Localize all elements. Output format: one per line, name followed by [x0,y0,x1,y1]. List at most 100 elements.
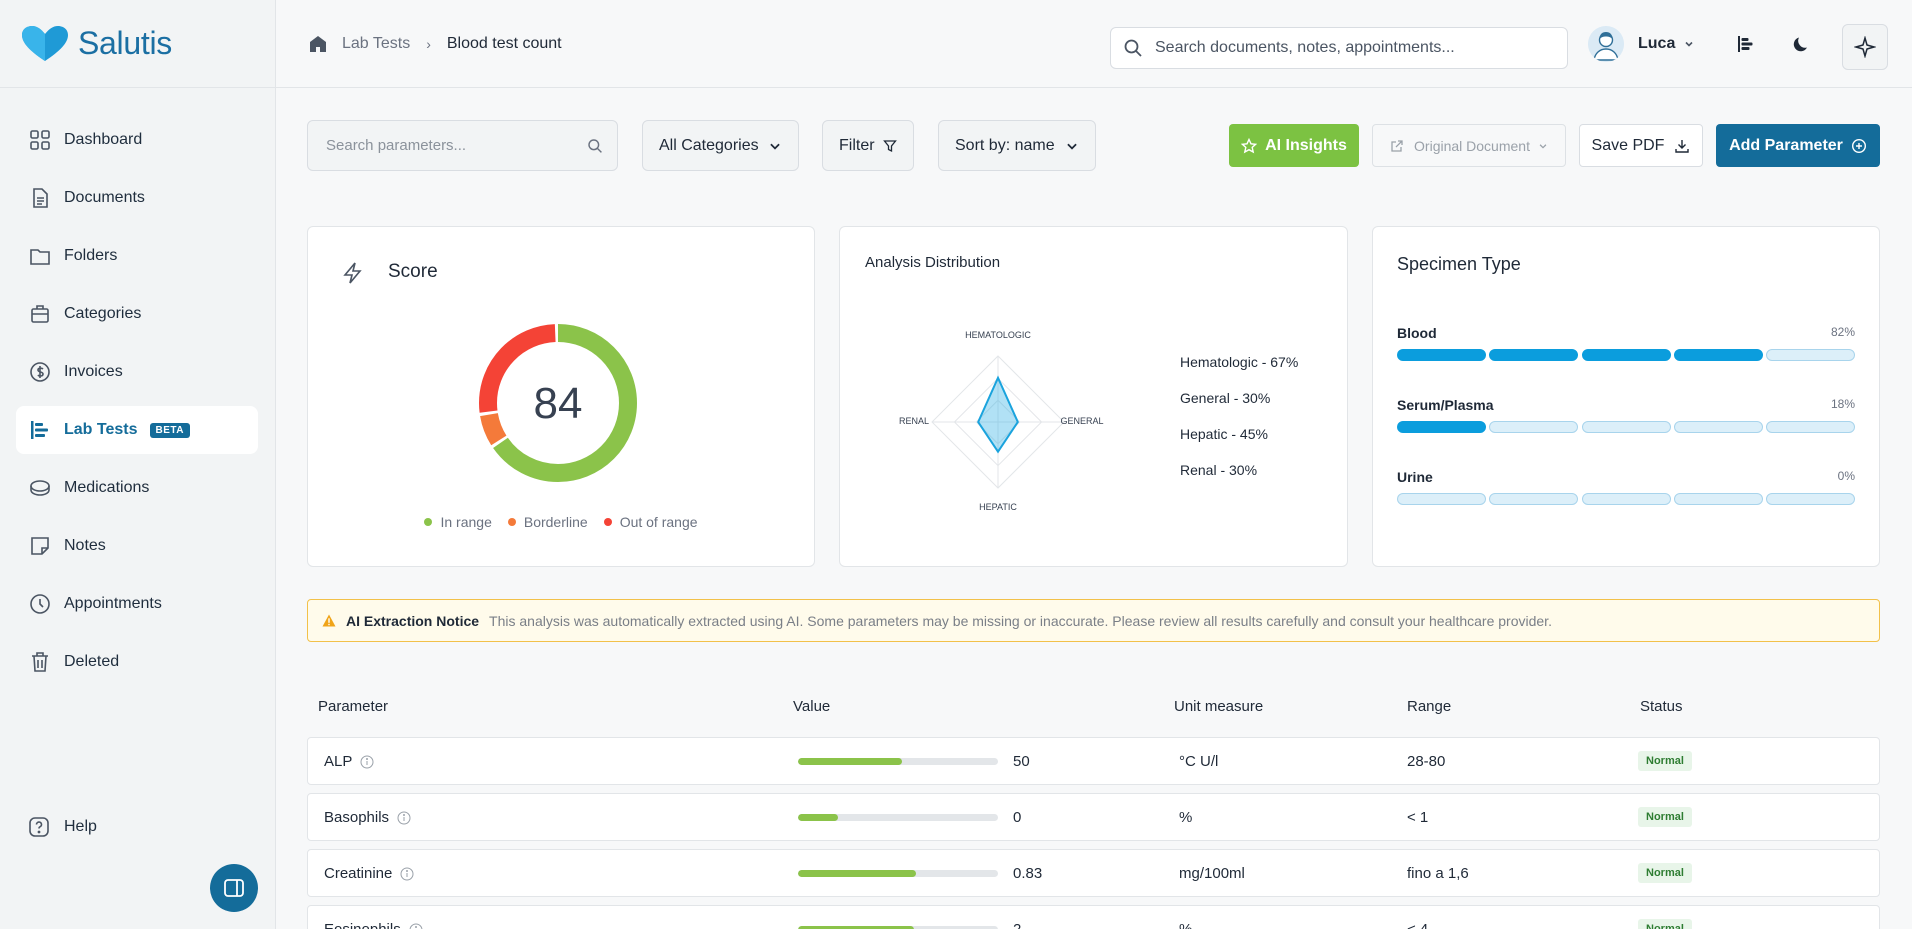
brand[interactable]: Salutis [0,0,275,88]
table-row[interactable]: ALP 50 °C U/l 28-80 Normal [307,737,1880,785]
parameter-value: 0.83 [1013,865,1043,882]
status-badge: Normal [1638,863,1692,883]
category-select[interactable]: All Categories [642,120,799,171]
funnel-icon [883,139,897,152]
specimen-bar-segment [1397,493,1486,505]
specimen-percent: 18% [1830,397,1855,411]
external-link-icon [1391,139,1403,152]
info-icon[interactable] [397,811,411,825]
specimen-percent: 0% [1837,469,1855,483]
filter-button[interactable]: Filter [822,120,914,171]
col-header-range[interactable]: Range [1407,698,1452,715]
notice-text: This analysis was automatically extracte… [489,612,1552,629]
parameter-name-text: Eosinophils [324,921,401,929]
col-header-unit[interactable]: Unit measure [1174,698,1264,715]
sidebar-item-label: Lab Tests [64,421,138,438]
sidebar-item-label: Medications [64,479,150,496]
layout-button[interactable] [1732,30,1760,58]
sidebar-item-medications[interactable]: Medications [16,464,258,512]
grid-icon [28,128,52,152]
sort-label: Sort by: name [955,136,1055,154]
col-header-parameter[interactable]: Parameter [318,698,389,715]
breadcrumb-parent[interactable]: Lab Tests [342,35,411,52]
col-header-value[interactable]: Value [793,698,831,715]
sidebar-item-lab-tests[interactable]: Lab Tests BETA [16,406,258,454]
value-bar [798,814,998,821]
radar-chart: HEMATOLOGIC GENERAL HEPATIC RENAL [899,330,1104,512]
sidebar-item-documents[interactable]: Documents [16,174,258,222]
value-bar [798,758,998,765]
parameter-name-text: ALP [324,753,353,770]
sort-select[interactable]: Sort by: name [938,120,1096,171]
help-icon [28,815,52,839]
score-card: Score 84 In range Borderline Out of rang… [307,226,815,567]
sidebar-collapse-button[interactable] [210,864,258,912]
home-icon[interactable] [308,34,328,54]
ai-insights-button[interactable]: AI Insights [1229,124,1359,167]
dark-mode-button[interactable] [1788,30,1816,58]
specimen-label: Serum/Plasma [1397,397,1494,413]
value-bar [798,870,998,877]
sidebar-item-folders[interactable]: Folders [16,232,258,280]
filter-label: Filter [839,136,875,154]
parameter-search-input[interactable] [326,137,587,154]
help-link[interactable]: Help [28,815,97,839]
ai-assistant-button[interactable] [1842,24,1888,70]
sidebar-item-label: Appointments [64,595,162,612]
ai-insights-label: AI Insights [1265,136,1347,154]
score-donut-chart: 84 [479,324,637,482]
sidebar-item-categories[interactable]: Categories [16,290,258,338]
table-row[interactable]: Eosinophils 2% < 4 Normal [307,905,1880,929]
dollar-icon [28,360,52,384]
parameter-name: Basophils [324,809,411,826]
parameter-search[interactable] [307,120,618,171]
specimen-bar-segment [1673,421,1763,433]
folder-icon [28,244,52,268]
table-row[interactable]: Basophils 0% < 1 Normal [307,793,1880,841]
sidebar-item-invoices[interactable]: Invoices [16,348,258,396]
parameter-name: Eosinophils [324,921,423,929]
moon-icon [1793,37,1807,52]
table-row[interactable]: Creatinine 0.83 mg/100ml fino a 1,6 Normal [307,849,1880,897]
user-name: Luca [1638,35,1676,52]
col-header-status[interactable]: Status [1640,698,1683,715]
download-icon [1675,139,1690,153]
distribution-legend-item: Renal - 30% [1180,462,1258,478]
save-pdf-button[interactable]: Save PDF [1579,124,1703,167]
info-icon[interactable] [409,923,423,929]
add-parameter-button[interactable]: Add Parameter [1716,124,1880,167]
specimen-bar-segment [1766,493,1855,505]
status-badge: Normal [1638,751,1692,771]
star-icon [1241,137,1258,153]
global-search[interactable] [1110,27,1568,69]
sidebar-item-notes[interactable]: Notes [16,522,258,570]
specimen-label: Urine [1397,469,1433,485]
score-legend: In range Borderline Out of range [308,514,814,530]
parameter-name-text: Creatinine [324,865,393,882]
radar-axis-label: RENAL [899,416,929,426]
note-icon [28,534,52,558]
legend-in-range: In range [424,514,492,530]
parameter-unit: % [1179,809,1193,826]
radar-axis-label: HEMATOLOGIC [965,330,1031,340]
sidebar-item-deleted[interactable]: Deleted [16,638,258,686]
specimen-bar-segment [1766,421,1855,433]
specimen-type-card: Specimen Type Blood 82% Serum/Plasma 18%… [1372,226,1880,567]
heart-logo-icon [22,25,68,61]
radar-data-polygon [977,375,1019,454]
sidebar-item-appointments[interactable]: Appointments [16,580,258,628]
original-document-button[interactable]: Original Document [1372,124,1566,167]
user-menu[interactable]: Luca [1588,26,1695,62]
info-icon[interactable] [400,867,414,881]
clock-icon [28,592,52,616]
value-bar [798,926,998,929]
radar-axis-label: HEPATIC [979,502,1017,512]
specimen-bars [1397,421,1855,433]
specimen-bars [1397,349,1855,361]
global-search-input[interactable] [1155,39,1555,57]
parameter-unit: mg/100ml [1179,865,1245,882]
info-icon[interactable] [360,755,374,769]
sidebar-item-dashboard[interactable]: Dashboard [16,116,258,164]
trash-icon [28,650,52,674]
specimen-bar-segment [1673,349,1763,361]
